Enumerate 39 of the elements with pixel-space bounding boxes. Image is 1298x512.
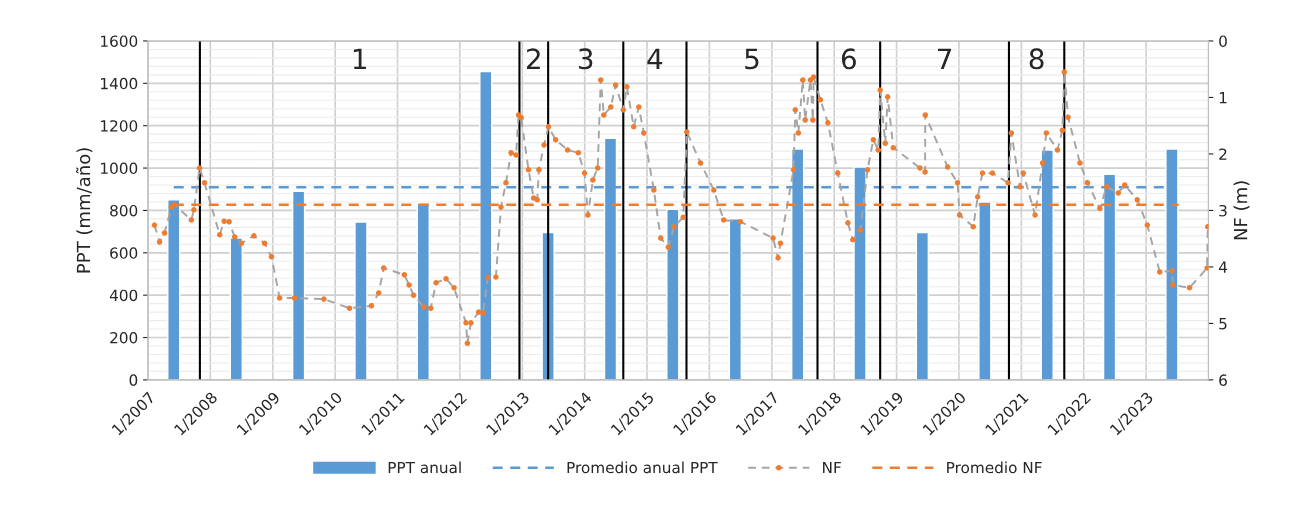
y2-tick-label: 4: [1218, 261, 1228, 273]
annotation: 6: [841, 48, 856, 70]
legend-label: Promedio NF: [947, 461, 1042, 474]
annotation: 1: [353, 48, 366, 69]
y-tick-label: 1400: [101, 77, 138, 90]
legend-label: Promedio anual PPT: [567, 461, 718, 474]
bar: [291, 190, 306, 380]
annotation: 4: [647, 48, 663, 69]
y2-tick-label: 1: [1219, 92, 1227, 104]
bar: [666, 208, 680, 380]
y-tick-label: 1600: [101, 35, 138, 47]
bar: [354, 221, 368, 380]
y-tick-label: 400: [109, 289, 138, 302]
bar: [167, 199, 181, 380]
bar: [229, 237, 243, 380]
y-tick-label: 600: [110, 247, 138, 259]
legend-label: PPT anual: [388, 461, 461, 474]
bar: [915, 231, 930, 380]
annotation: 7: [938, 48, 952, 69]
annotation: 8: [1029, 48, 1044, 70]
y2-tick-label: 3: [1219, 204, 1227, 217]
annotation: 3: [579, 48, 593, 70]
y2-tick-label: 2: [1219, 148, 1227, 160]
annotation: 2: [527, 48, 540, 69]
y-axis-title: PPT (mm/año): [76, 148, 93, 273]
y-tick-label: 1000: [101, 162, 138, 175]
bar: [978, 201, 992, 380]
bar: [728, 218, 743, 380]
y-tick-label: 800: [110, 204, 138, 217]
y2-tick-label: 6: [1219, 374, 1227, 386]
y2-tick-label: 5: [1219, 318, 1227, 330]
y2-axis-title: NF (m): [1233, 181, 1250, 240]
annotation: 5: [745, 48, 759, 70]
y-tick-label: 0: [129, 374, 138, 386]
y-tick-label: 200: [110, 332, 138, 344]
legend-label: NF: [823, 461, 841, 474]
bar: [416, 202, 430, 380]
y-tick-label: 1200: [101, 120, 138, 132]
y2-tick-label: 0: [1219, 35, 1227, 47]
